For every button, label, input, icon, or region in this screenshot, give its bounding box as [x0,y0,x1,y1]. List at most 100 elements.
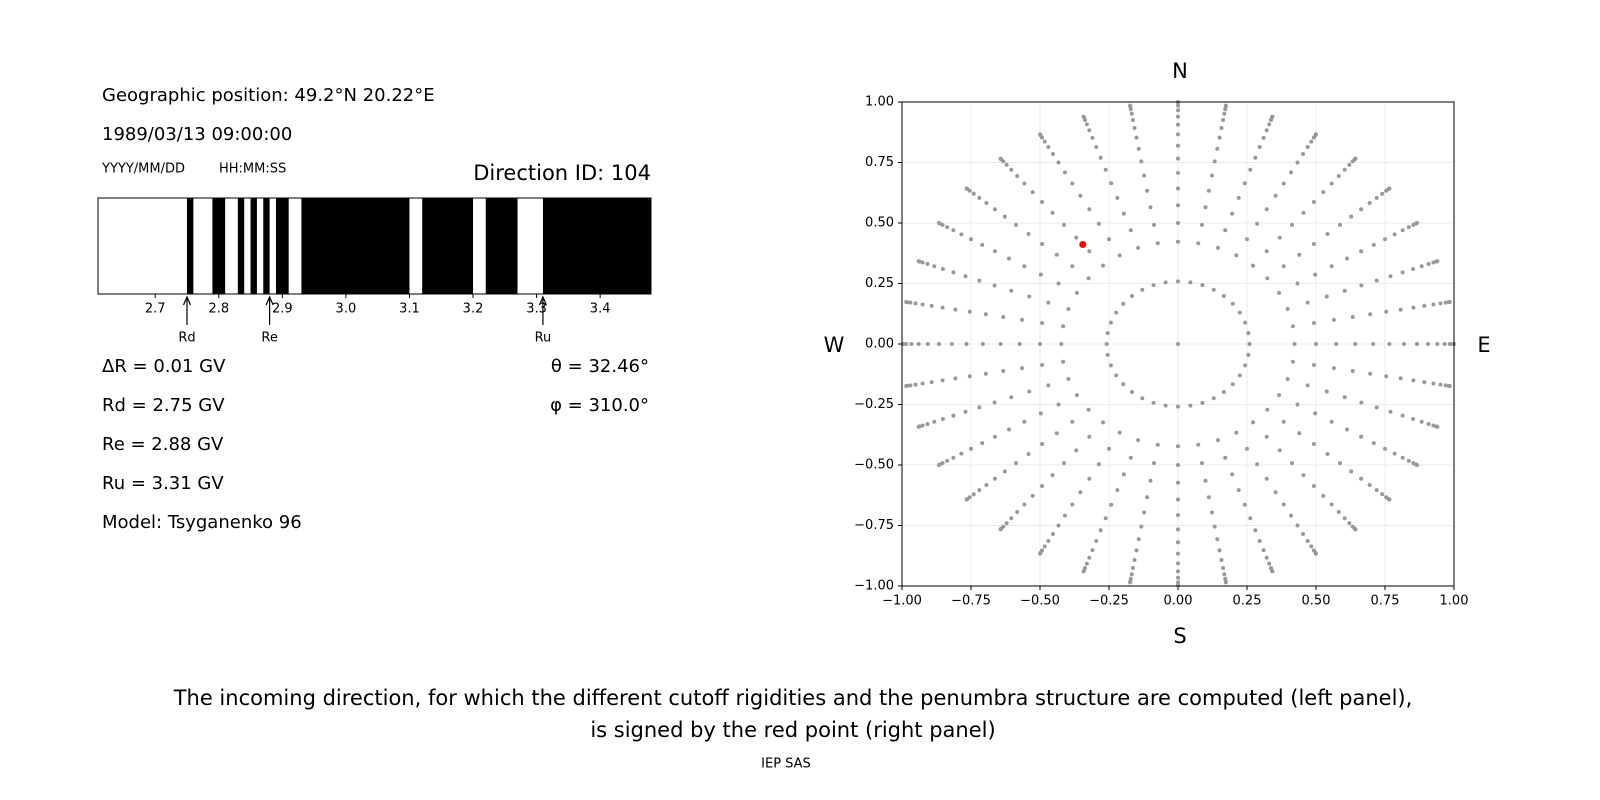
direction-point [1129,111,1134,116]
direction-point [1142,510,1147,515]
result: ΔR = 0.01 GV [102,356,226,377]
direction-point [1006,427,1011,432]
direction-point [1042,544,1047,549]
direction-point [1176,580,1180,585]
direction-point [1176,342,1180,346]
direction-point [1295,402,1300,407]
direction-point [1230,301,1235,306]
direction-point [1297,431,1302,436]
direction-point [1301,531,1306,536]
direction-point [1447,342,1452,346]
direction-point [1290,359,1295,364]
direction-point [1196,241,1201,246]
direction-point [932,419,937,424]
direction-point [1245,237,1249,242]
direction-point [1305,300,1310,305]
direction-point [1281,419,1286,424]
x-tick-label: 0.50 [1302,594,1331,609]
direction-point [1151,283,1156,288]
marker-label: Re [261,331,277,346]
direction-point [920,381,925,386]
direction-point [1290,222,1295,227]
direction-point [1176,239,1180,244]
direction-point [1215,146,1220,151]
direction-point [1046,300,1051,305]
direction-point [1297,252,1302,257]
direction-point [1336,173,1341,178]
direction-point [1242,181,1247,186]
direction-point [1050,152,1055,157]
direction-point [1374,488,1379,493]
direction-point [969,237,973,242]
direction-point [1419,419,1424,424]
direction-point [1128,103,1133,108]
direction-point [964,342,969,346]
direction-point [1087,249,1092,254]
y-tick-label: −1.00 [854,579,894,594]
direction-point [964,186,969,191]
direction-point [1324,389,1329,394]
direction-point [1435,259,1440,264]
direction-point [1148,205,1153,210]
direction-point [1108,363,1113,368]
direction-point [1273,490,1278,495]
direction-point [984,482,989,487]
direction-point [963,274,968,279]
direction-point [1103,516,1108,521]
direction-point [1347,521,1352,526]
compass-w: W [824,333,845,357]
theta: θ = 32.46° [551,356,649,377]
direction-point [1264,249,1269,254]
direction-point [913,382,918,387]
direction-point [1176,540,1180,545]
direction-point [1066,307,1071,312]
direction-point [1248,516,1253,521]
direction-point [1176,122,1180,127]
direction-point [1101,420,1106,425]
forbidden-band [301,198,410,294]
direction-point [1108,320,1113,325]
direction-point [1038,342,1042,346]
direction-point [1040,363,1045,368]
direction-point [904,384,909,389]
direction-point [1074,235,1079,240]
direction-point [1336,510,1341,515]
direction-point [1257,538,1262,543]
direction-point [1026,451,1031,456]
direction-point [1290,324,1295,329]
direction-point [1281,181,1286,186]
direction-point [1176,279,1180,284]
direction-point [1438,301,1443,306]
x-tick-label: 3.1 [399,302,420,317]
direction-point [1289,170,1294,175]
direction-point [1349,214,1354,219]
direction-point [1219,557,1224,562]
direction-point [1061,461,1066,466]
direction-point [1050,210,1055,215]
direction-point [1353,156,1358,161]
direction-point [1267,122,1272,127]
direction-point [1176,569,1180,574]
direction-point [1211,287,1216,292]
direction-point [1388,274,1393,279]
direction-point [904,299,909,304]
direction-point [963,409,968,414]
direction-point [1388,409,1393,414]
direction-point [998,527,1003,532]
direction-point [1086,276,1091,281]
direction-point [1188,403,1193,408]
direction-point [1070,419,1075,424]
x-tick-label: 2.9 [272,302,293,317]
direction-point [1176,170,1180,175]
direction-point [1130,118,1135,123]
direction-point [1176,103,1180,108]
direction-point [1114,310,1119,315]
direction-point [1359,476,1364,481]
direction-point [1243,320,1248,325]
direction-point [1050,531,1055,536]
direction-point [1163,280,1168,285]
direction-point [1374,405,1379,410]
direction-point [1136,146,1141,151]
direction-point [1142,173,1147,178]
